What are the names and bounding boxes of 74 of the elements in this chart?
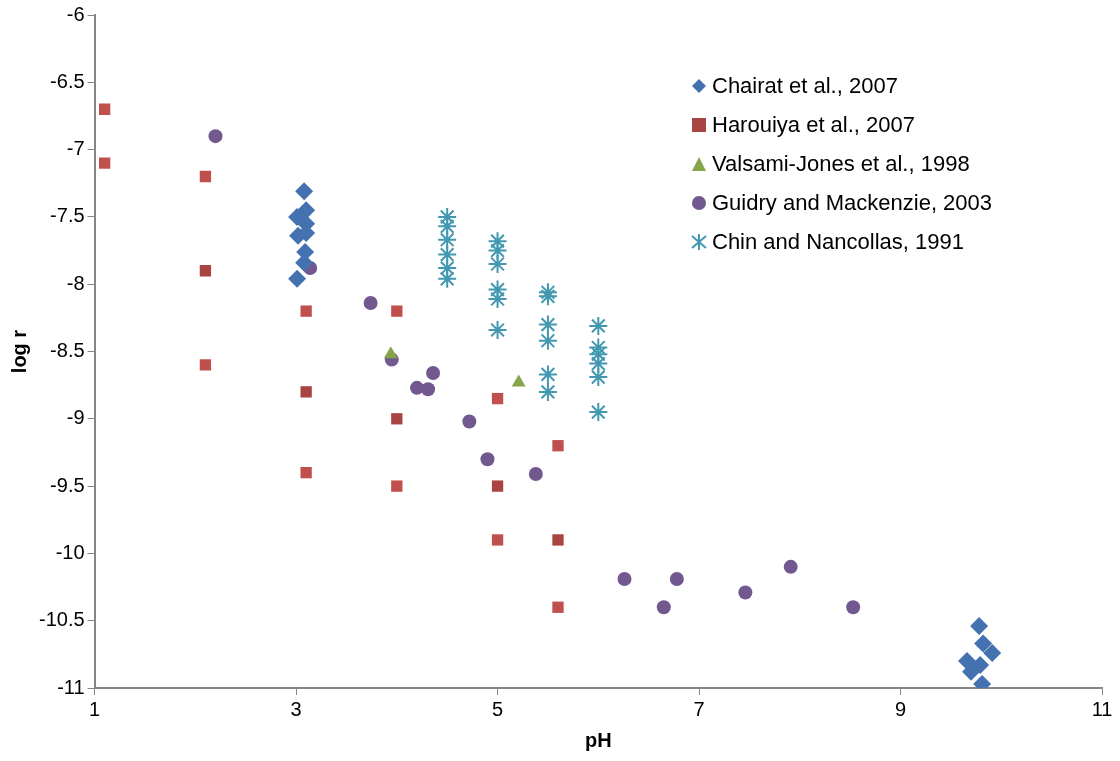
point [974,634,993,653]
y-tick-label: -11 [57,675,85,698]
y-tick-label: -6.5 [50,69,85,92]
point [300,386,312,398]
point [537,314,558,335]
x-axis-title: pH [584,728,612,751]
legend-label: Guidry and Mackenzie, 2003 [712,189,993,216]
point [391,413,403,425]
y-tick-label: -8.5 [50,339,85,362]
point [295,182,314,201]
x-tick-label: 11 [1091,697,1113,720]
y-tick-label: -8 [66,271,85,294]
point [288,269,307,288]
y-axis-title: log r [7,329,30,374]
point [552,440,564,452]
point [99,103,111,115]
x-tick-label: 1 [89,697,101,720]
point [588,315,609,336]
point [383,346,398,359]
point [617,571,632,586]
point [491,480,504,492]
point [846,600,861,615]
point [208,129,223,144]
point [480,452,495,467]
point [99,157,111,169]
point [487,254,508,275]
point [537,364,558,385]
point [391,305,403,317]
point [983,644,1002,662]
point [426,366,441,381]
point [363,296,378,311]
point [421,382,436,397]
y-tick-label: -9.5 [50,473,85,496]
point [528,466,543,481]
point [970,617,989,636]
x-tick-label: 9 [894,697,907,720]
y-tick-label: -9 [66,406,85,429]
y-tick-label: -10.5 [38,608,85,631]
y-tick-label: -7 [66,137,85,160]
point [588,402,609,423]
y-tick-label: -7.5 [50,204,85,227]
point [437,206,458,227]
point [537,330,558,351]
point [199,265,212,277]
point [199,170,212,183]
point [783,559,798,574]
x-tick-label: 3 [290,697,302,720]
legend-label: Harouiya et al., 2007 [712,111,916,138]
point [552,601,564,613]
point [491,392,504,405]
point [588,367,609,388]
point [300,305,312,317]
x-tick-label: 7 [693,697,705,720]
legend-label: Chin and Nancollas, 1991 [712,228,964,255]
point [437,229,458,250]
legend-label: Valsami-Jones et al., 1998 [712,150,970,177]
point [300,466,312,479]
point [738,585,753,600]
point [537,381,558,402]
point [487,319,508,340]
point [462,414,477,429]
point [552,534,564,546]
point [199,359,212,371]
point [491,534,504,546]
y-tick-label: -10 [55,540,85,563]
point [669,571,684,586]
point [656,600,671,615]
point [391,480,403,492]
point [487,289,508,310]
y-tick-label: -6 [66,2,85,25]
point [511,374,526,387]
x-tick-label: 5 [491,697,504,720]
legend-label: Chairat et al., 2007 [712,72,898,99]
point [437,268,458,289]
